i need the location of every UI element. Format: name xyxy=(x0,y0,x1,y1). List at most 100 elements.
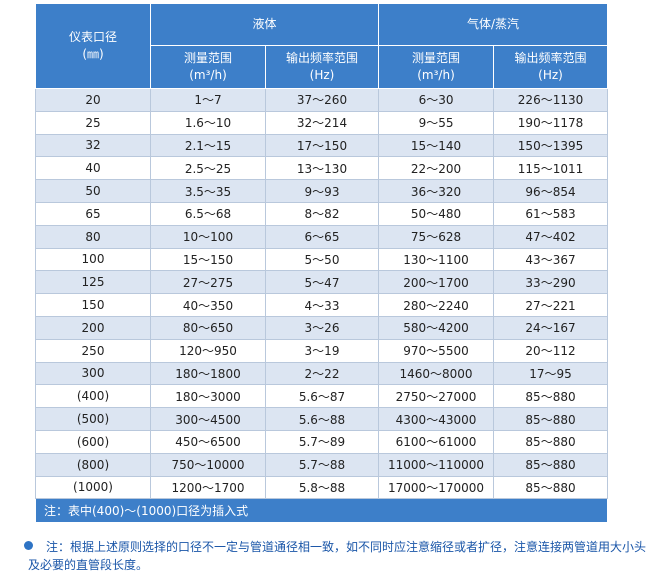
cell: 25 xyxy=(35,110,151,135)
header-text: 测量范围 xyxy=(412,51,461,65)
cell: 96～854 xyxy=(493,179,609,203)
cell: 85～880 xyxy=(493,452,609,477)
cell: 125 xyxy=(35,270,151,295)
cell: 24～167 xyxy=(493,315,609,340)
cell: 450～6500 xyxy=(150,429,266,454)
cell: 1200～1700 xyxy=(150,475,266,500)
cell: 47～402 xyxy=(493,224,609,249)
cell: (800) xyxy=(35,452,151,477)
table-row: 200 80～650 3～26 580～4200 24～167 xyxy=(35,315,609,340)
cell: 300～4500 xyxy=(150,407,266,431)
cell: 4～33 xyxy=(264,293,380,317)
cell: 6100～61000 xyxy=(378,429,495,454)
table-row: (800) 750～10000 5.7～88 11000～110000 85～880 xyxy=(35,452,609,477)
cell: 580～4200 xyxy=(378,315,495,340)
cell: 150 xyxy=(35,293,151,317)
cell: 6.5～68 xyxy=(150,201,266,226)
cell: 3～26 xyxy=(264,315,380,340)
cell: (1000) xyxy=(35,475,151,500)
cell: (600) xyxy=(35,429,151,454)
header-unit: (m³/h) xyxy=(189,68,227,82)
cell: 150～1395 xyxy=(493,133,609,158)
table-row: 25 1.6～10 32～214 9～55 190～1178 xyxy=(35,110,609,135)
table-row: (1000) 1200～1700 5.8～88 17000～170000 85～880 xyxy=(35,475,609,500)
cell: 115～1011 xyxy=(493,156,609,181)
header-unit: (㎜) xyxy=(82,47,104,61)
header-unit: (Hz) xyxy=(538,68,563,82)
cell: 190～1178 xyxy=(493,110,609,135)
cell: 100 xyxy=(35,247,151,272)
liquid-header: 液体 xyxy=(149,3,380,46)
cell: 43～367 xyxy=(493,247,609,272)
cell: 970～5500 xyxy=(378,338,495,363)
cell: 15～140 xyxy=(378,133,495,158)
cell: 130～1100 xyxy=(378,247,495,272)
cell: 1460～8000 xyxy=(378,361,495,386)
cell: 250 xyxy=(35,338,151,363)
table-row: (400) 180～3000 5.6～87 2750～27000 85～880 xyxy=(35,384,609,409)
cell: 8～82 xyxy=(264,201,380,226)
bullet xyxy=(24,541,33,550)
spec-table: 仪表口径 (㎜) 液体 气体/蒸汽 测量范围 (m³/h) 输出频率范围 (Hz) 测… xyxy=(34,3,609,524)
table-row: 100 15～150 5～50 130～1100 43～367 xyxy=(35,247,609,272)
cell: 32～214 xyxy=(264,110,380,135)
cell: 6～65 xyxy=(264,224,380,249)
cell: 5.8～88 xyxy=(264,475,380,500)
table-row: 250 120～950 3～19 970～5500 20～112 xyxy=(35,338,609,363)
cell: 226～1130 xyxy=(493,88,609,112)
cell: 280～2240 xyxy=(378,293,495,317)
cell: 75～628 xyxy=(378,224,495,249)
table-body: 20 1～7 37～260 6～30 226～1130 25 1.6～10 32～214 9～5… xyxy=(35,88,609,500)
cell: 40～350 xyxy=(150,293,266,317)
cell: 6～30 xyxy=(378,88,495,112)
cell: (500) xyxy=(35,407,151,431)
cell: 37～260 xyxy=(264,88,380,112)
table-row: 300 180～1800 2～22 1460～8000 17～95 xyxy=(35,361,609,386)
cell: 1～7 xyxy=(150,88,266,112)
cell: 5～50 xyxy=(264,247,380,272)
cell: 61～583 xyxy=(493,201,609,226)
cell: 13～130 xyxy=(264,156,380,181)
cell: 2～22 xyxy=(264,361,380,386)
cell: 1.6～10 xyxy=(150,110,266,135)
cell: 27～221 xyxy=(493,293,609,317)
cell: 17～95 xyxy=(493,361,609,386)
cell: 5.6～87 xyxy=(264,384,380,409)
cell: 20 xyxy=(35,88,151,112)
table-footnote: 注：表中(400)～(1000)口径为插入式 xyxy=(34,498,609,524)
cell: 3～19 xyxy=(264,338,380,363)
cell: 65 xyxy=(35,201,151,226)
cell: 2.1～15 xyxy=(150,133,266,158)
cell: 32 xyxy=(35,133,151,158)
note: 注：根据上述原则选择的口径不一定与管道通径相一致，如不同时应注意缩径或者扩径，注… xyxy=(28,538,648,574)
cell: 80 xyxy=(35,224,151,249)
table-row: 32 2.1～15 17～150 15～140 150～1395 xyxy=(35,133,609,158)
cell: 10～100 xyxy=(150,224,266,249)
header-unit: (Hz) xyxy=(309,68,335,82)
cell: 4300～43000 xyxy=(378,407,495,431)
cell: 36～320 xyxy=(378,179,495,203)
cell: 180～3000 xyxy=(150,384,266,409)
header-text: 输出频率范围 xyxy=(514,51,587,65)
note-text: 注：根据上述原则选择的口径不一定与管道通径相一致，如不同时应注意缩径或者扩径，注… xyxy=(28,540,647,572)
cell: 750～10000 xyxy=(150,452,266,477)
header-text: 测量范围 xyxy=(183,51,232,65)
cell: 200 xyxy=(35,315,151,340)
cell: 200～1700 xyxy=(378,270,495,295)
table-row: 20 1～7 37～260 6～30 226～1130 xyxy=(35,88,609,112)
table-row: 80 10～100 6～65 75～628 47～402 xyxy=(35,224,609,249)
cell: 2.5～25 xyxy=(150,156,266,181)
cell: 85～880 xyxy=(493,384,609,409)
cell: 85～880 xyxy=(493,407,609,431)
cell: 33～290 xyxy=(493,270,609,295)
header-text: 输出频率范围 xyxy=(286,51,359,65)
table-row: 50 3.5～35 9～93 36～320 96～854 xyxy=(35,179,609,203)
cell: 300 xyxy=(35,361,151,386)
cell: 40 xyxy=(35,156,151,181)
cell: 27～275 xyxy=(150,270,266,295)
cell: 9～93 xyxy=(264,179,380,203)
subheader: 输出频率范围 (Hz) xyxy=(493,45,609,89)
table-row: 125 27～275 5～47 200～1700 33～290 xyxy=(35,270,609,295)
table-row: 150 40～350 4～33 280～2240 27～221 xyxy=(35,293,609,317)
